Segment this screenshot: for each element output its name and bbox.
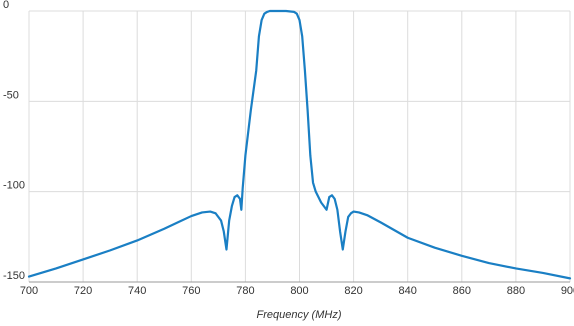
y-tick-label: -50	[3, 89, 19, 101]
x-tick-label: 800	[290, 285, 308, 297]
y-tick-labels: 0 -50 -100 -150	[3, 0, 25, 282]
x-tick-label: 720	[74, 285, 92, 297]
grid-lines	[28, 10, 571, 283]
x-tick-label: 860	[453, 285, 471, 297]
series-line	[27, 9, 572, 280]
y-tick-label: -150	[3, 270, 25, 282]
y-tick-label: 0	[3, 0, 9, 11]
x-tick-label: 740	[128, 285, 146, 297]
x-tick-label: 820	[344, 285, 362, 297]
series-layer	[27, 9, 572, 280]
x-tick-labels: 700 720 740 760 780 800 820 840 860 880 900	[20, 285, 574, 297]
x-tick-label: 760	[182, 285, 200, 297]
x-tick-label: 900	[561, 285, 574, 297]
x-tick-label: 780	[236, 285, 254, 297]
x-tick-label: 700	[20, 285, 38, 297]
y-tick-label: -100	[3, 180, 25, 192]
x-tick-label: 840	[399, 285, 417, 297]
x-tick-label: 880	[507, 285, 525, 297]
x-axis-title: Frequency (MHz)	[257, 309, 342, 321]
